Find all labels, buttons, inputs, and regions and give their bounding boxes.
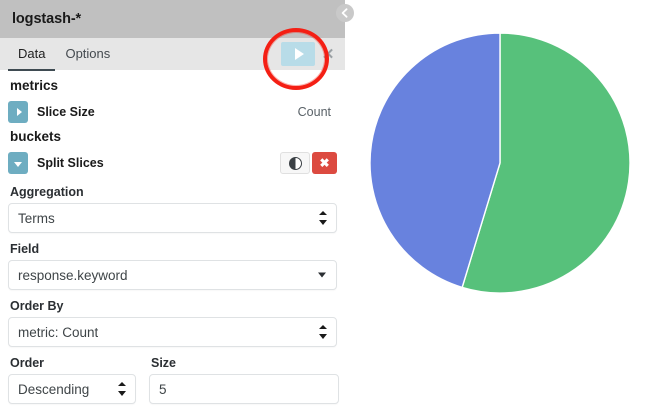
chevron-left-icon: [341, 8, 348, 18]
aggregation-value: Terms: [18, 210, 55, 226]
aggregation-label: Aggregation: [10, 185, 84, 199]
play-triangle-icon: [294, 48, 304, 60]
close-x-icon: ✖: [319, 156, 330, 170]
size-value: 5: [159, 381, 167, 397]
pie-slices-group[interactable]: [369, 32, 631, 294]
order-by-select[interactable]: metric: Count: [8, 317, 337, 347]
split-slices-collapse-button[interactable]: [8, 152, 28, 174]
caret-down-icon: [14, 161, 22, 167]
bucket-row-controls: ✖: [280, 152, 337, 174]
visualization-editor-panel: logstash-* Data Options ✕ metrics Slice …: [0, 0, 345, 406]
panel-header: logstash-*: [0, 0, 345, 38]
field-label: Field: [10, 242, 40, 256]
toggle-half-circle-icon: [288, 156, 302, 170]
size-input[interactable]: 5: [149, 374, 339, 404]
order-column: Order Descending: [8, 347, 136, 404]
size-label: Size: [151, 356, 177, 370]
collapse-panel-button[interactable]: [336, 4, 354, 22]
buckets-section-title: buckets: [10, 129, 62, 144]
slice-size-expand-button[interactable]: [8, 101, 28, 123]
metric-value-slice-size: Count: [297, 105, 331, 119]
editor-tab-bar: Data Options ✕: [0, 38, 345, 71]
bucket-row-split-slices[interactable]: Split Slices ✖: [8, 150, 337, 176]
order-by-value: metric: Count: [18, 324, 99, 340]
bucket-label-split-slices: Split Slices: [37, 156, 104, 170]
updown-arrows-icon: [117, 382, 126, 396]
pie-chart: [369, 32, 631, 294]
toggle-enable-bucket-button[interactable]: [280, 152, 310, 174]
order-label: Order: [10, 356, 45, 370]
metric-row-slice-size[interactable]: Slice Size Count: [8, 99, 337, 125]
tab-data[interactable]: Data: [8, 38, 56, 71]
updown-arrows-icon: [318, 211, 327, 225]
updown-arrows-icon: [318, 325, 327, 339]
order-value: Descending: [18, 381, 90, 397]
remove-bucket-button[interactable]: ✖: [312, 152, 337, 174]
close-x-icon: ✕: [321, 46, 335, 63]
aggregation-select[interactable]: Terms: [8, 203, 337, 233]
caret-down-icon: [318, 272, 326, 278]
order-select[interactable]: Descending: [8, 374, 136, 404]
field-value: response.keyword: [18, 267, 128, 283]
metrics-section-title: metrics: [10, 78, 59, 93]
tab-action-buttons: ✕: [281, 38, 339, 70]
order-size-row: Order Descending Size 5: [8, 347, 339, 404]
pie-slice[interactable]: [369, 32, 501, 289]
discard-changes-button[interactable]: ✕: [317, 42, 339, 66]
field-select[interactable]: response.keyword: [8, 260, 337, 290]
tab-options[interactable]: Options: [65, 46, 111, 61]
order-by-label: Order By: [10, 299, 64, 313]
metric-label-slice-size: Slice Size: [37, 105, 95, 119]
visualization-chart-area: [345, 0, 650, 406]
pie-slice[interactable]: [461, 32, 631, 294]
caret-right-icon: [16, 108, 22, 116]
index-pattern-title: logstash-*: [12, 11, 82, 27]
apply-changes-button[interactable]: [281, 42, 315, 66]
editor-panel-body: metrics Slice Size Count buckets Split S…: [0, 70, 345, 404]
size-column: Size 5: [149, 347, 339, 404]
